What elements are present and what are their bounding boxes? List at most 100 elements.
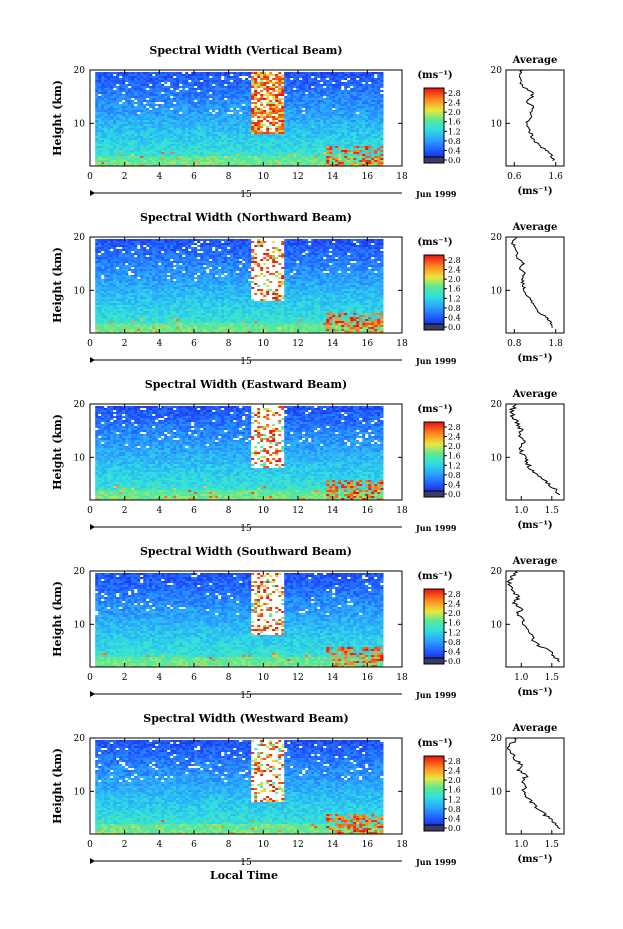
colorbar-tick-label: 0.8 bbox=[448, 638, 461, 647]
average-title: Average bbox=[512, 723, 558, 734]
y-axis-label: Height (km) bbox=[51, 80, 64, 156]
x-tick-label: 12 bbox=[292, 673, 303, 683]
panel-1: Spectral Width (Northward Beam)0 2 4 6 8 10 12… bbox=[51, 211, 564, 367]
colorbar-tick-label: 0.4 bbox=[448, 480, 461, 489]
average-x-tick-label: 1.5 bbox=[545, 673, 560, 683]
average-y-tick-label: 20 bbox=[491, 734, 503, 744]
colorbar-unit: (ms⁻¹) bbox=[417, 738, 452, 749]
average-x-tick-label: 1.0 bbox=[514, 506, 529, 516]
colorbar bbox=[424, 422, 444, 497]
x-tick-label: 2 bbox=[122, 840, 128, 850]
average-profile-line bbox=[507, 571, 559, 662]
x-tick-label: 6 bbox=[191, 840, 197, 850]
average-title: Average bbox=[512, 55, 558, 66]
colorbar-floor bbox=[424, 491, 444, 497]
x-tick-label: 6 bbox=[191, 339, 197, 349]
x-tick-label: 8 bbox=[226, 840, 232, 850]
x-tick-label: 16 bbox=[362, 172, 374, 182]
average-x-tick-label: 1.0 bbox=[514, 840, 529, 850]
colorbar-floor bbox=[424, 157, 444, 163]
colorbar-tick-label: 2.8 bbox=[448, 423, 461, 432]
colorbar-tick-label: 2.4 bbox=[448, 600, 461, 609]
panel-title: Spectral Width (Vertical Beam) bbox=[149, 44, 342, 57]
x-tick-label: 10 bbox=[258, 840, 270, 850]
x-tick-label: 14 bbox=[327, 840, 339, 850]
colorbar-tick-label: 2.0 bbox=[448, 609, 461, 618]
colorbar-tick-label: 0.0 bbox=[448, 824, 461, 833]
date-label: 15 bbox=[240, 357, 252, 367]
colorbar-tick-label: 1.6 bbox=[448, 118, 461, 127]
colorbar-tick-label: 0.0 bbox=[448, 156, 461, 165]
panel-2: Spectral Width (Eastward Beam)0 2 4 6 8 10 12 1… bbox=[51, 378, 564, 534]
average-y-tick-label: 10 bbox=[491, 453, 503, 463]
average-x-label: (ms⁻¹) bbox=[517, 186, 552, 197]
x-tick-label: 12 bbox=[292, 840, 303, 850]
average-x-label: (ms⁻¹) bbox=[517, 353, 552, 364]
average-x-tick-label: 1.6 bbox=[549, 172, 564, 182]
average-frame bbox=[506, 404, 564, 500]
colorbar-tick-label: 0.4 bbox=[448, 146, 461, 155]
heatmap-cells bbox=[95, 406, 383, 500]
average-x-label: (ms⁻¹) bbox=[517, 854, 552, 865]
x-tick-label: 6 bbox=[191, 673, 197, 683]
x-tick-label: 16 bbox=[362, 673, 374, 683]
x-tick-label: 4 bbox=[156, 673, 162, 683]
colorbar-tick-label: 0.8 bbox=[448, 304, 461, 313]
colorbar-floor bbox=[424, 825, 444, 831]
colorbar-floor bbox=[424, 658, 444, 664]
x-tick-label: 18 bbox=[396, 506, 408, 516]
colorbar-tick-label: 2.0 bbox=[448, 776, 461, 785]
y-tick-label: 10 bbox=[74, 620, 86, 630]
x-tick-label: 16 bbox=[362, 506, 374, 516]
x-tick-label: 4 bbox=[156, 172, 162, 182]
colorbar-tick-label: 1.2 bbox=[448, 795, 461, 804]
average-profile-line bbox=[510, 404, 560, 495]
colorbar-tick-label: 0.0 bbox=[448, 323, 461, 332]
colorbar-tick-label: 1.2 bbox=[448, 127, 461, 136]
colorbar-tick-label: 2.4 bbox=[448, 767, 461, 776]
colorbar-tick-label: 2.8 bbox=[448, 590, 461, 599]
x-tick-label: 2 bbox=[122, 673, 128, 683]
x-tick-label: 2 bbox=[122, 339, 128, 349]
colorbar-unit: (ms⁻¹) bbox=[417, 404, 452, 415]
y-axis-label: Height (km) bbox=[51, 414, 64, 490]
average-title: Average bbox=[512, 389, 558, 400]
average-profile-line bbox=[512, 237, 553, 328]
x-tick-label: 12 bbox=[292, 339, 303, 349]
panel-3: Spectral Width (Southward Beam)0 2 4 6 8 10 12… bbox=[51, 545, 564, 701]
date-suffix: Jun 1999 bbox=[415, 690, 457, 700]
colorbar-tick-label: 1.2 bbox=[448, 294, 461, 303]
colorbar-tick-label: 0.4 bbox=[448, 814, 461, 823]
y-axis-label: Height (km) bbox=[51, 748, 64, 824]
date-suffix: Jun 1999 bbox=[415, 189, 457, 199]
x-tick-label: 0 bbox=[87, 506, 93, 516]
x-tick-label: 10 bbox=[258, 673, 270, 683]
date-suffix: Jun 1999 bbox=[415, 356, 457, 366]
colorbar-tick-label: 1.6 bbox=[448, 619, 461, 628]
colorbar-tick-label: 0.8 bbox=[448, 471, 461, 480]
colorbar-tick-label: 1.2 bbox=[448, 628, 461, 637]
average-x-tick-label: 1.5 bbox=[545, 506, 560, 516]
panel-4: Spectral Width (Westward Beam)0 2 4 6 8 10 12 1… bbox=[51, 712, 564, 868]
colorbar-tick-label: 2.0 bbox=[448, 275, 461, 284]
colorbar-floor bbox=[424, 324, 444, 330]
x-tick-label: 18 bbox=[396, 339, 408, 349]
colorbar-tick-label: 1.6 bbox=[448, 285, 461, 294]
average-x-tick-label: 1.0 bbox=[514, 673, 529, 683]
colorbar-tick-label: 0.4 bbox=[448, 647, 461, 656]
x-tick-label: 2 bbox=[122, 172, 128, 182]
average-frame bbox=[506, 738, 564, 834]
average-y-tick-label: 20 bbox=[491, 567, 503, 577]
y-tick-label: 10 bbox=[74, 787, 86, 797]
x-tick-label: 6 bbox=[191, 506, 197, 516]
x-tick-label: 0 bbox=[87, 840, 93, 850]
x-tick-label: 4 bbox=[156, 840, 162, 850]
average-x-tick-label: 1.5 bbox=[545, 840, 560, 850]
panel-title: Spectral Width (Eastward Beam) bbox=[145, 378, 347, 391]
x-tick-label: 16 bbox=[362, 840, 374, 850]
average-x-tick-label: 1.8 bbox=[549, 339, 564, 349]
x-tick-label: 18 bbox=[396, 840, 408, 850]
y-tick-label: 20 bbox=[74, 400, 86, 410]
y-tick-label: 20 bbox=[74, 567, 86, 577]
date-label: 15 bbox=[240, 858, 252, 868]
